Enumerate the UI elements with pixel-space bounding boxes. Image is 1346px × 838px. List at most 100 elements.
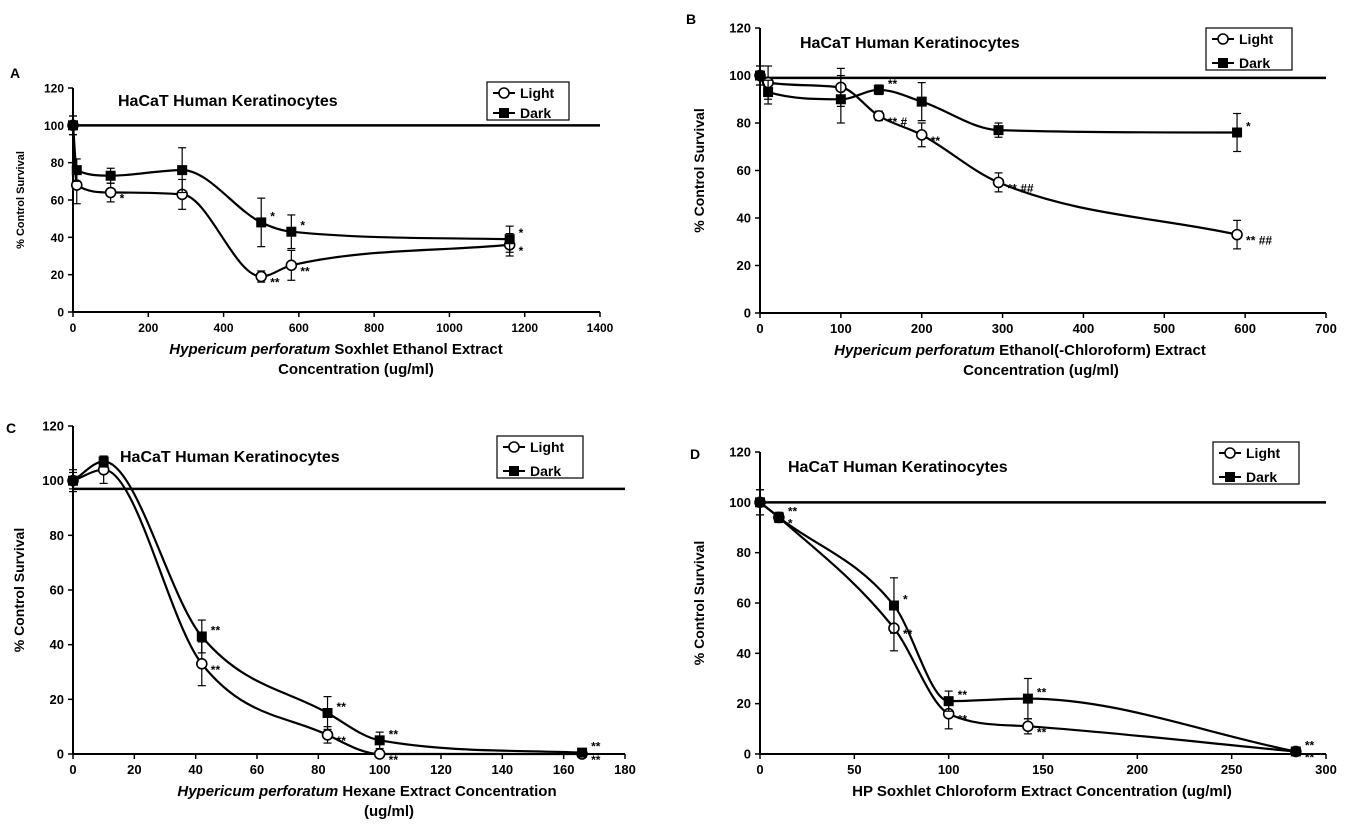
y-tick-label: 60 xyxy=(737,163,751,178)
significance-annotation: * xyxy=(519,244,524,258)
chart-b-svg: B 0 20 40 60 80 100 120 0 100 200 300 400 500 600 700 % … xyxy=(686,11,1337,379)
legend-label: Light xyxy=(530,439,565,455)
x-axis-label-italic: Hypericum perforatum xyxy=(834,342,995,359)
y-tick-label: 60 xyxy=(737,596,751,611)
data-point-dark xyxy=(98,456,109,467)
data-point-dark xyxy=(68,475,78,486)
legend-label: Light xyxy=(1246,445,1281,461)
y-tick-label: 80 xyxy=(50,528,64,543)
significance-annotation: * xyxy=(903,593,908,607)
x-tick-label: 200 xyxy=(1126,762,1148,777)
legend-marker-dark xyxy=(499,108,509,118)
x-tick-label: 160 xyxy=(553,762,575,777)
x-axis-label-line2: Concentration (ug/ml) xyxy=(278,361,434,378)
data-point-dark xyxy=(835,94,846,105)
chart-title: HaCaT Human Keratinocytes xyxy=(120,449,340,466)
legend-marker-light xyxy=(508,441,520,453)
significance-annotation: ** xyxy=(270,276,280,290)
x-tick-label: 1000 xyxy=(436,321,463,335)
data-point-dark xyxy=(71,165,82,176)
data-point-dark xyxy=(755,70,765,81)
x-axis-label: HP Soxhlet Chloroform Extract Concentrat… xyxy=(852,783,1232,800)
chart-panel-c: C 0 20 40 60 80 100 120 0 20 40 60 80 100 120 140 160 180… xyxy=(0,419,660,838)
data-point-light xyxy=(285,259,298,272)
data-point-light xyxy=(1022,720,1034,733)
x-tick-label: 800 xyxy=(364,321,384,335)
x-tick-label: 100 xyxy=(369,762,391,777)
significance-annotation: ** xyxy=(389,727,399,741)
data-point-light xyxy=(873,110,885,122)
significance-annotation: ** xyxy=(211,623,221,637)
chart-title: HaCaT Human Keratinocytes xyxy=(800,35,1020,52)
y-tick-label: 40 xyxy=(737,211,751,226)
data-point-dark xyxy=(196,631,207,642)
x-tick-label: 400 xyxy=(214,321,234,335)
data-point-light xyxy=(196,658,208,670)
data-point-light xyxy=(992,176,1005,189)
x-tick-label: 100 xyxy=(938,762,960,777)
y-tick-label: 120 xyxy=(729,445,751,460)
x-axis-label-line2: (ug/ml) xyxy=(364,803,414,820)
significance-annotation: ** xyxy=(591,753,601,767)
y-tick-label: 80 xyxy=(51,156,65,170)
y-tick-label: 100 xyxy=(42,473,64,488)
legend-marker-dark xyxy=(1225,472,1235,482)
data-point-dark xyxy=(177,165,188,176)
y-tick-label: 80 xyxy=(737,545,751,560)
y-axis-label: % Control Survival xyxy=(691,108,707,232)
legend-label: Light xyxy=(1239,31,1274,47)
series-line-dark xyxy=(759,75,1238,134)
legend-marker-dark xyxy=(509,466,519,476)
significance-annotation: ** xyxy=(591,740,601,754)
x-axis-label-italic: Hypericum perforatum xyxy=(169,341,330,358)
chart-panel-a: A 0 20 40 60 80 100 120 0 200 400 600 800 1000 1200 140… xyxy=(0,0,660,419)
data-point-dark xyxy=(286,226,297,237)
significance-annotation: ** xyxy=(300,264,310,278)
legend-label: Dark xyxy=(1239,55,1270,71)
x-axis-label-text: Soxhlet Ethanol Extract xyxy=(330,341,503,358)
data-point-dark xyxy=(1232,127,1243,138)
y-tick-label: 0 xyxy=(57,306,64,320)
panel-letter: D xyxy=(690,446,700,462)
data-point-light xyxy=(373,748,386,760)
x-tick-label: 0 xyxy=(756,321,763,336)
significance-annotation: ** ## xyxy=(1246,234,1272,248)
x-tick-label: 200 xyxy=(138,321,158,335)
x-tick-label: 150 xyxy=(1032,762,1054,777)
significance-annotation: * xyxy=(1246,120,1251,134)
y-tick-label: 80 xyxy=(737,116,751,131)
data-point-light xyxy=(915,129,928,141)
data-point-dark xyxy=(873,84,884,95)
significance-annotation: ** xyxy=(1037,725,1047,739)
significance-annotation: ** # xyxy=(888,115,908,129)
data-point-dark xyxy=(773,512,784,523)
chart-d-svg: D 0 20 40 60 80 100 120 0 50 100 150 200 250 300 % Cont… xyxy=(690,441,1337,800)
significance-annotation: ** xyxy=(931,134,941,148)
significance-annotation: * xyxy=(519,226,524,240)
data-point-dark xyxy=(888,600,899,611)
data-point-dark xyxy=(322,708,333,718)
panel-letter: B xyxy=(686,11,696,27)
x-tick-label: 600 xyxy=(1234,321,1256,336)
data-point-light xyxy=(255,270,268,283)
x-tick-label: 60 xyxy=(250,762,264,777)
panel-letter: C xyxy=(6,420,16,436)
legend-label: Dark xyxy=(1246,469,1277,485)
y-tick-label: 100 xyxy=(44,119,64,133)
data-point-dark xyxy=(763,87,774,98)
data-point-dark xyxy=(1290,746,1301,757)
x-tick-label: 400 xyxy=(1073,321,1095,336)
x-tick-label: 0 xyxy=(756,762,763,777)
x-axis-label-text: Hexane Extract Concentration xyxy=(338,783,556,800)
chart-c-svg: C 0 20 40 60 80 100 120 0 20 40 60 80 100 120 140 160 180… xyxy=(6,419,636,821)
data-point-dark xyxy=(993,125,1004,136)
x-tick-label: 100 xyxy=(830,321,852,336)
significance-annotation: * xyxy=(788,516,793,530)
x-axis-label: Hypericum perforatum Soxhlet Ethanol Ext… xyxy=(169,341,502,358)
x-tick-label: 20 xyxy=(127,762,141,777)
legend-label: Light xyxy=(520,85,555,101)
significance-annotation: ** xyxy=(1305,750,1315,764)
x-tick-label: 250 xyxy=(1221,762,1243,777)
data-point-dark xyxy=(256,217,267,228)
